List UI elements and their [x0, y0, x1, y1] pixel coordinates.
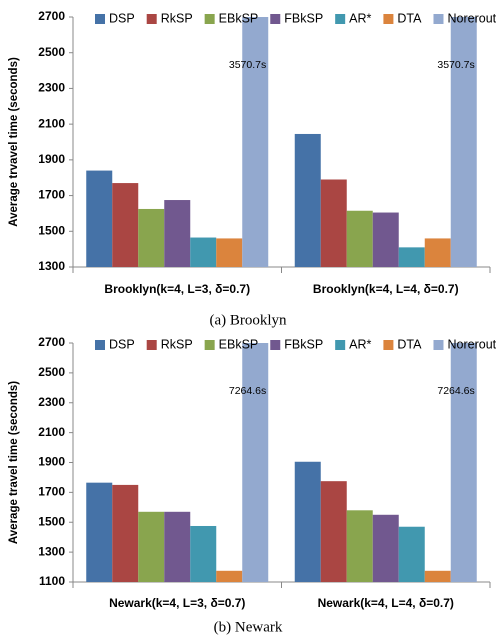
bar	[190, 525, 217, 582]
y-tick-label: 2700	[38, 335, 65, 349]
chart: Average travel time (seconds) 1100 1300 150…	[8, 335, 496, 635]
bar	[372, 212, 399, 267]
legend-swatch	[95, 14, 105, 24]
y-tick-label: 2100	[38, 425, 65, 439]
bar	[424, 238, 451, 267]
bar	[164, 200, 191, 267]
bar	[242, 343, 269, 582]
bar	[86, 170, 113, 267]
y-tick-label: 1700	[38, 485, 65, 499]
y-tick-label: 1500	[38, 223, 65, 237]
y-tick-label: 2300	[38, 395, 65, 409]
legend-swatch	[95, 340, 105, 350]
y-tick-label: 2100	[38, 116, 65, 130]
chart: Average trvavel time (seconds) 1300 1500 17…	[8, 9, 496, 328]
bar	[190, 237, 217, 267]
legend-label: FBkSP	[284, 11, 323, 25]
legend-label: DTA	[397, 11, 422, 25]
y-axis-label: Average trvavel time (seconds)	[8, 57, 20, 227]
caption: (a) Brooklyn	[209, 312, 287, 328]
bar	[346, 510, 373, 582]
y-tick-label: 1700	[38, 188, 65, 202]
legend-label: Noreroute	[447, 337, 496, 351]
y-tick-label: 2500	[38, 365, 65, 379]
legend-label: EBkSP	[219, 11, 259, 25]
x-tick-label: Newark(k=4, L=4, δ=0.7)	[318, 596, 454, 610]
bar	[216, 570, 243, 582]
bar	[112, 183, 139, 267]
bar	[138, 208, 165, 267]
legend-label: DSP	[109, 11, 135, 25]
bars	[86, 343, 477, 582]
legend-swatch	[146, 340, 157, 350]
legend-label: Noreroute	[447, 11, 496, 25]
bar	[398, 526, 425, 582]
bar	[450, 343, 477, 582]
caption: (b) Newark	[214, 619, 283, 635]
legend-label: DSP	[109, 337, 135, 351]
legend-swatch	[433, 340, 444, 350]
y-tick-label: 2300	[38, 81, 65, 95]
legend-swatch	[270, 14, 281, 24]
x-tick-label: Brooklyn(k=4, L=3, δ=0.7)	[104, 282, 250, 296]
bar	[86, 482, 113, 582]
y-tick-label: 2700	[38, 9, 65, 23]
legend-label: RkSP	[161, 337, 193, 351]
value-label: 7264.6s	[437, 385, 474, 397]
legend-swatch	[146, 14, 157, 24]
bar	[112, 484, 139, 582]
bar	[164, 511, 191, 582]
legend-label: EBkSP	[219, 337, 259, 351]
y-tick-label: 1300	[38, 259, 65, 273]
legend-label: FBkSP	[284, 337, 323, 351]
legend-label: AR*	[349, 11, 371, 25]
y-tick-label: 1900	[38, 455, 65, 469]
bar	[320, 481, 347, 582]
legend-swatch	[383, 340, 394, 350]
legend-swatch	[383, 14, 394, 24]
bar	[320, 179, 347, 267]
legend-label: AR*	[349, 337, 371, 351]
bar	[398, 247, 425, 267]
bar	[216, 238, 243, 267]
legend-swatch	[433, 14, 444, 24]
y-tick-label: 1100	[39, 574, 65, 588]
legend-label: RkSP	[161, 11, 193, 25]
bar	[424, 570, 451, 582]
y-tick-label: 1500	[38, 514, 65, 528]
legend-swatch	[335, 14, 346, 24]
value-label: 3570.7s	[437, 59, 474, 71]
bar	[346, 210, 373, 267]
value-label: 7264.6s	[229, 385, 266, 397]
legend-swatch	[270, 340, 281, 350]
value-label: 3570.7s	[229, 59, 266, 71]
bar	[242, 17, 269, 267]
bar	[450, 17, 477, 267]
legend-label: DTA	[397, 337, 422, 351]
bar	[294, 133, 321, 267]
bar	[138, 511, 165, 582]
legend-swatch	[204, 340, 215, 350]
legend-swatch	[335, 340, 346, 350]
y-tick-label: 2500	[38, 45, 65, 59]
x-tick-label: Newark(k=4, L=3, δ=0.7)	[109, 596, 245, 610]
bar	[294, 461, 321, 582]
y-axis-label: Average travel time (seconds)	[8, 381, 20, 544]
y-tick-label: 1300	[38, 544, 65, 558]
bars	[86, 17, 477, 267]
bar	[372, 514, 399, 582]
x-tick-label: Brooklyn(k=4, L=4, δ=0.7)	[313, 282, 459, 296]
y-tick-label: 1900	[38, 152, 65, 166]
legend-swatch	[204, 14, 215, 24]
